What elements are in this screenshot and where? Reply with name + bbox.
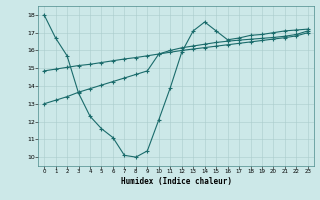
X-axis label: Humidex (Indice chaleur): Humidex (Indice chaleur) (121, 177, 231, 186)
